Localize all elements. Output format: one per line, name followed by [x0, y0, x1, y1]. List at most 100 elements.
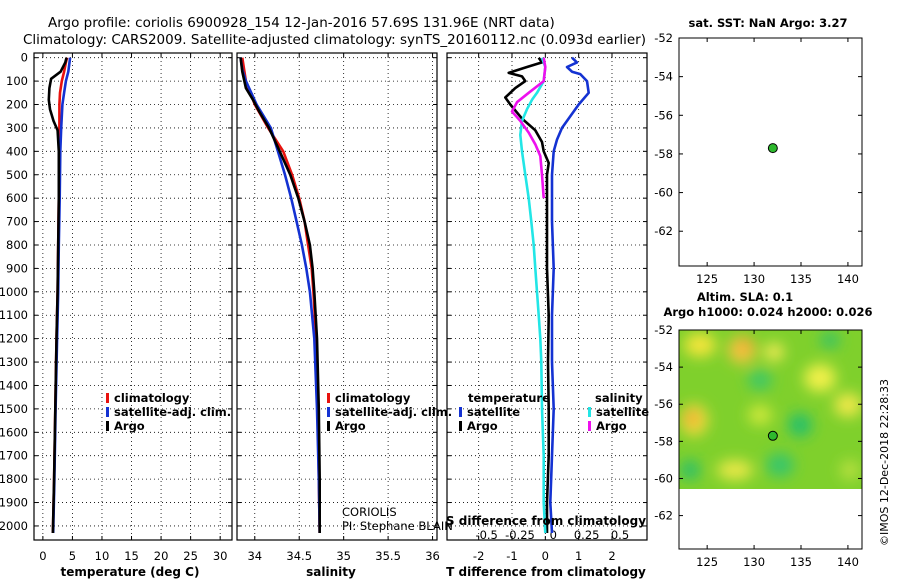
- legend-swatch-satellite: [327, 407, 330, 417]
- x-tick-label: 34: [247, 549, 262, 563]
- plot-frame: [236, 52, 438, 541]
- depth-tick-label: 2000: [0, 519, 28, 533]
- salinity-legend: climatology satellite-adj. clim. Argo: [327, 391, 452, 433]
- legend-label-sal-argo: Argo: [596, 419, 627, 433]
- secondary-x-tick-label: 0: [550, 528, 557, 542]
- depth-tick-label: 600: [6, 191, 28, 205]
- sla-field: [679, 330, 862, 489]
- series-line-argo: [47, 57, 68, 534]
- series-line-satellite-adj-clim-: [239, 57, 321, 534]
- depth-tick-label: 1800: [0, 472, 28, 486]
- x-tick-label: -1: [506, 549, 517, 563]
- series-line-temperature-argo: [503, 56, 551, 533]
- series-line-salinity-satellite: [518, 57, 547, 534]
- lat-tick-label: -62: [654, 509, 673, 523]
- depth-tick-label: 800: [6, 238, 28, 252]
- legend-label-argo: Argo: [114, 419, 145, 433]
- sst-map-title: sat. SST: NaN Argo: 3.27: [688, 16, 847, 30]
- header-title-line2: Climatology: CARS2009. Satellite-adjuste…: [23, 32, 646, 48]
- grid: [34, 53, 232, 540]
- series-line-temperature-satellite: [548, 56, 591, 534]
- sla-map: -52 -54 -56 -58 -60 -62 125 130 135 140: [654, 323, 863, 569]
- depth-tick-label: 700: [6, 215, 28, 229]
- depth-axis-labels: 0 100 200 300 400 500 600 700 800 900 1000 1100 1200…: [0, 51, 28, 533]
- x-tick-label: 5: [69, 549, 76, 563]
- x-tick-label: 10: [95, 549, 110, 563]
- sla-map-frame: [678, 329, 863, 550]
- lon-tick-label: 135: [790, 272, 812, 286]
- depth-tick-label: 500: [6, 168, 28, 182]
- x-tick-label: 35: [336, 549, 351, 563]
- x-tick-label: -2: [473, 549, 484, 563]
- legend-label-satellite: satellite-adj. clim.: [114, 405, 231, 419]
- lat-tick-label: -52: [654, 31, 673, 45]
- lat-tick-label: -60: [654, 186, 673, 200]
- legend-swatch-satellite: [106, 407, 109, 417]
- depth-tick-label: 100: [6, 74, 28, 88]
- depth-tick-label: 1400: [0, 378, 28, 392]
- lat-tick-label: -56: [654, 108, 673, 122]
- sla-map-subtitle: Argo h1000: 0.024 h2000: 0.026: [663, 305, 872, 319]
- lat-tick-label: -58: [654, 434, 673, 448]
- sst-map: -52 -54 -56 -58 -60 -62 125 130 135 140: [654, 31, 863, 286]
- legend-swatch-sal-argo: [588, 421, 591, 431]
- legend-label-sal-satellite: satellite: [596, 405, 649, 419]
- legend-swatch-climatology: [327, 393, 330, 403]
- legend-label-temp-argo: Argo: [467, 419, 498, 433]
- legend-title-salinity: salinity: [595, 391, 643, 405]
- legend-label-satellite: satellite-adj. clim.: [335, 405, 452, 419]
- secondary-x-tick-label: 0.5: [611, 528, 629, 542]
- difference-legend: temperature salinity satellite Argo sate…: [459, 391, 649, 433]
- x-tick-label: 15: [124, 549, 139, 563]
- grid: [237, 53, 437, 540]
- series-line-argo: [239, 57, 322, 533]
- x-tick-label: 36: [425, 549, 440, 563]
- temperature-legend: climatology satellite-adj. clim. Argo: [106, 391, 231, 433]
- legend-label-climatology: climatology: [114, 391, 190, 405]
- difference-panel: -2 -1 0 1 2 -0.5 -0.25 0 0.25 0.5: [446, 52, 648, 563]
- lon-tick-label: 130: [743, 555, 765, 569]
- depth-tick-label: 200: [6, 98, 28, 112]
- depth-tick-label: 1600: [0, 425, 28, 439]
- plot-frame: [446, 52, 648, 541]
- x-tick-label: 34.5: [286, 549, 312, 563]
- series-line-salinity-argo: [510, 57, 547, 199]
- temperature-panel: 0 5 10 15 20 25 30: [33, 52, 233, 563]
- lat-tick-label: -52: [654, 323, 673, 337]
- depth-tick-label: 1100: [0, 308, 28, 322]
- lat-tick-label: -54: [654, 360, 673, 374]
- lat-tick-label: -62: [654, 224, 673, 238]
- lon-tick-label: 130: [743, 272, 765, 286]
- depth-tick-label: 1700: [0, 449, 28, 463]
- lon-tick-label: 140: [837, 272, 859, 286]
- secondary-x-tick-label: -0.25: [505, 528, 535, 542]
- legend-swatch-sal-satellite: [588, 407, 591, 417]
- lat-tick-label: -60: [654, 471, 673, 485]
- legend-swatch-climatology: [106, 393, 109, 403]
- lat-tick-label: -56: [654, 397, 673, 411]
- depth-tick-label: 1500: [0, 402, 28, 416]
- depth-tick-label: 1300: [0, 355, 28, 369]
- lon-tick-label: 125: [696, 272, 718, 286]
- lat-tick-label: -54: [654, 70, 673, 84]
- legend-label-climatology: climatology: [335, 391, 411, 405]
- legend-swatch-argo: [106, 421, 109, 431]
- lat-tick-label: -58: [654, 147, 673, 161]
- depth-tick-label: 0: [21, 51, 28, 65]
- secondary-x-tick-label: 0.25: [574, 528, 600, 542]
- depth-tick-label: 300: [6, 121, 28, 135]
- legend-swatch-temp-argo: [459, 421, 462, 431]
- x-tick-label: 1: [575, 549, 582, 563]
- secondary-x-tick-label: -0.5: [475, 528, 497, 542]
- legend-swatch-argo: [327, 421, 330, 431]
- legend-title-temperature: temperature: [468, 391, 550, 405]
- legend-label-argo: Argo: [335, 419, 366, 433]
- salinity-xlabel: salinity: [306, 565, 356, 579]
- series-line-climatology: [241, 57, 321, 534]
- salinity-panel: 34 34.5 35 35.5 36: [236, 52, 440, 563]
- depth-tick-label: 400: [6, 144, 28, 158]
- x-tick-label: 20: [154, 549, 169, 563]
- sdiff-xlabel: S difference from climatology: [446, 514, 646, 528]
- tdiff-xlabel: T difference from climatology: [446, 565, 646, 579]
